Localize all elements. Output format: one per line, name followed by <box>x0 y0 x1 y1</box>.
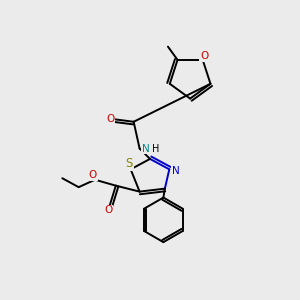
Text: S: S <box>125 158 133 170</box>
Text: H: H <box>152 143 159 154</box>
Text: O: O <box>88 170 97 180</box>
Text: O: O <box>200 51 208 61</box>
Text: N: N <box>142 143 150 154</box>
Text: O: O <box>104 205 112 215</box>
Text: N: N <box>172 166 180 176</box>
Text: O: O <box>106 114 114 124</box>
